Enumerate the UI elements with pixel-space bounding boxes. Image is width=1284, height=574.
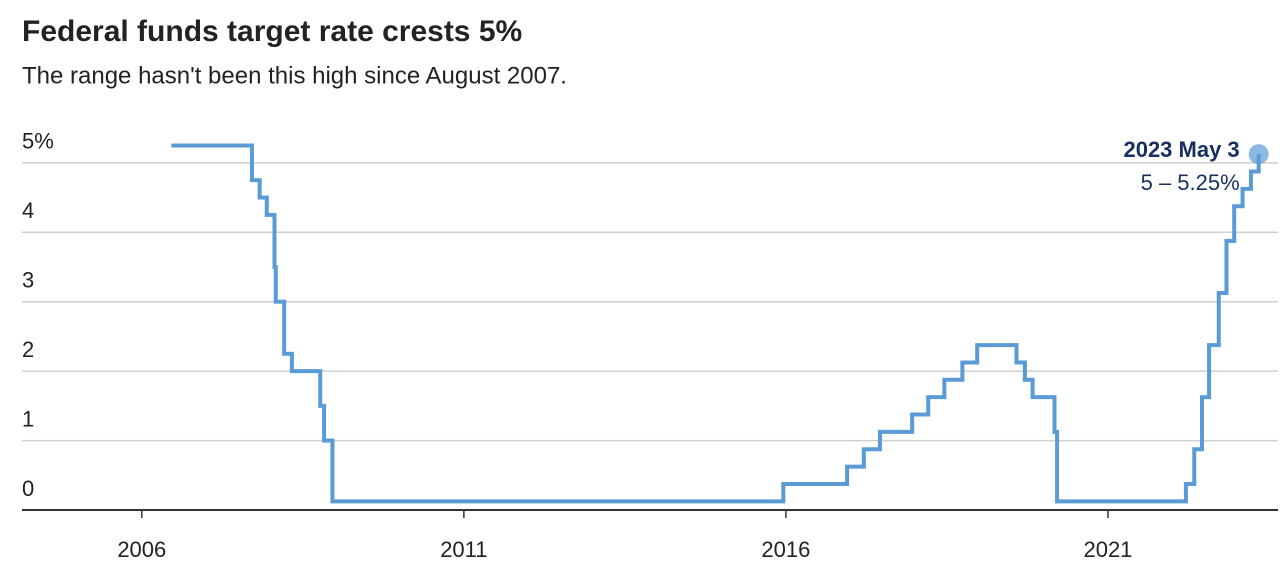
annotation-date: 2023 May 3 [1123, 137, 1239, 162]
x-tick-label: 2021 [1083, 537, 1132, 562]
x-tick-label: 2011 [440, 537, 487, 562]
y-tick-label: 2 [22, 337, 34, 362]
x-tick-label: 2016 [761, 537, 810, 562]
y-tick-label: 4 [22, 198, 34, 223]
end-point [1248, 144, 1269, 165]
x-tick-label: 2006 [117, 537, 166, 562]
y-tick-label: 1 [22, 406, 34, 431]
chart-title: Federal funds target rate crests 5% [22, 15, 522, 48]
chart-subtitle: The range hasn't been this high since Au… [22, 62, 567, 89]
y-tick-label: 3 [22, 268, 34, 293]
y-tick-label: 0 [22, 476, 34, 501]
y-tick-label: 5% [22, 129, 54, 154]
annotation-range: 5 – 5.25% [1141, 170, 1240, 195]
